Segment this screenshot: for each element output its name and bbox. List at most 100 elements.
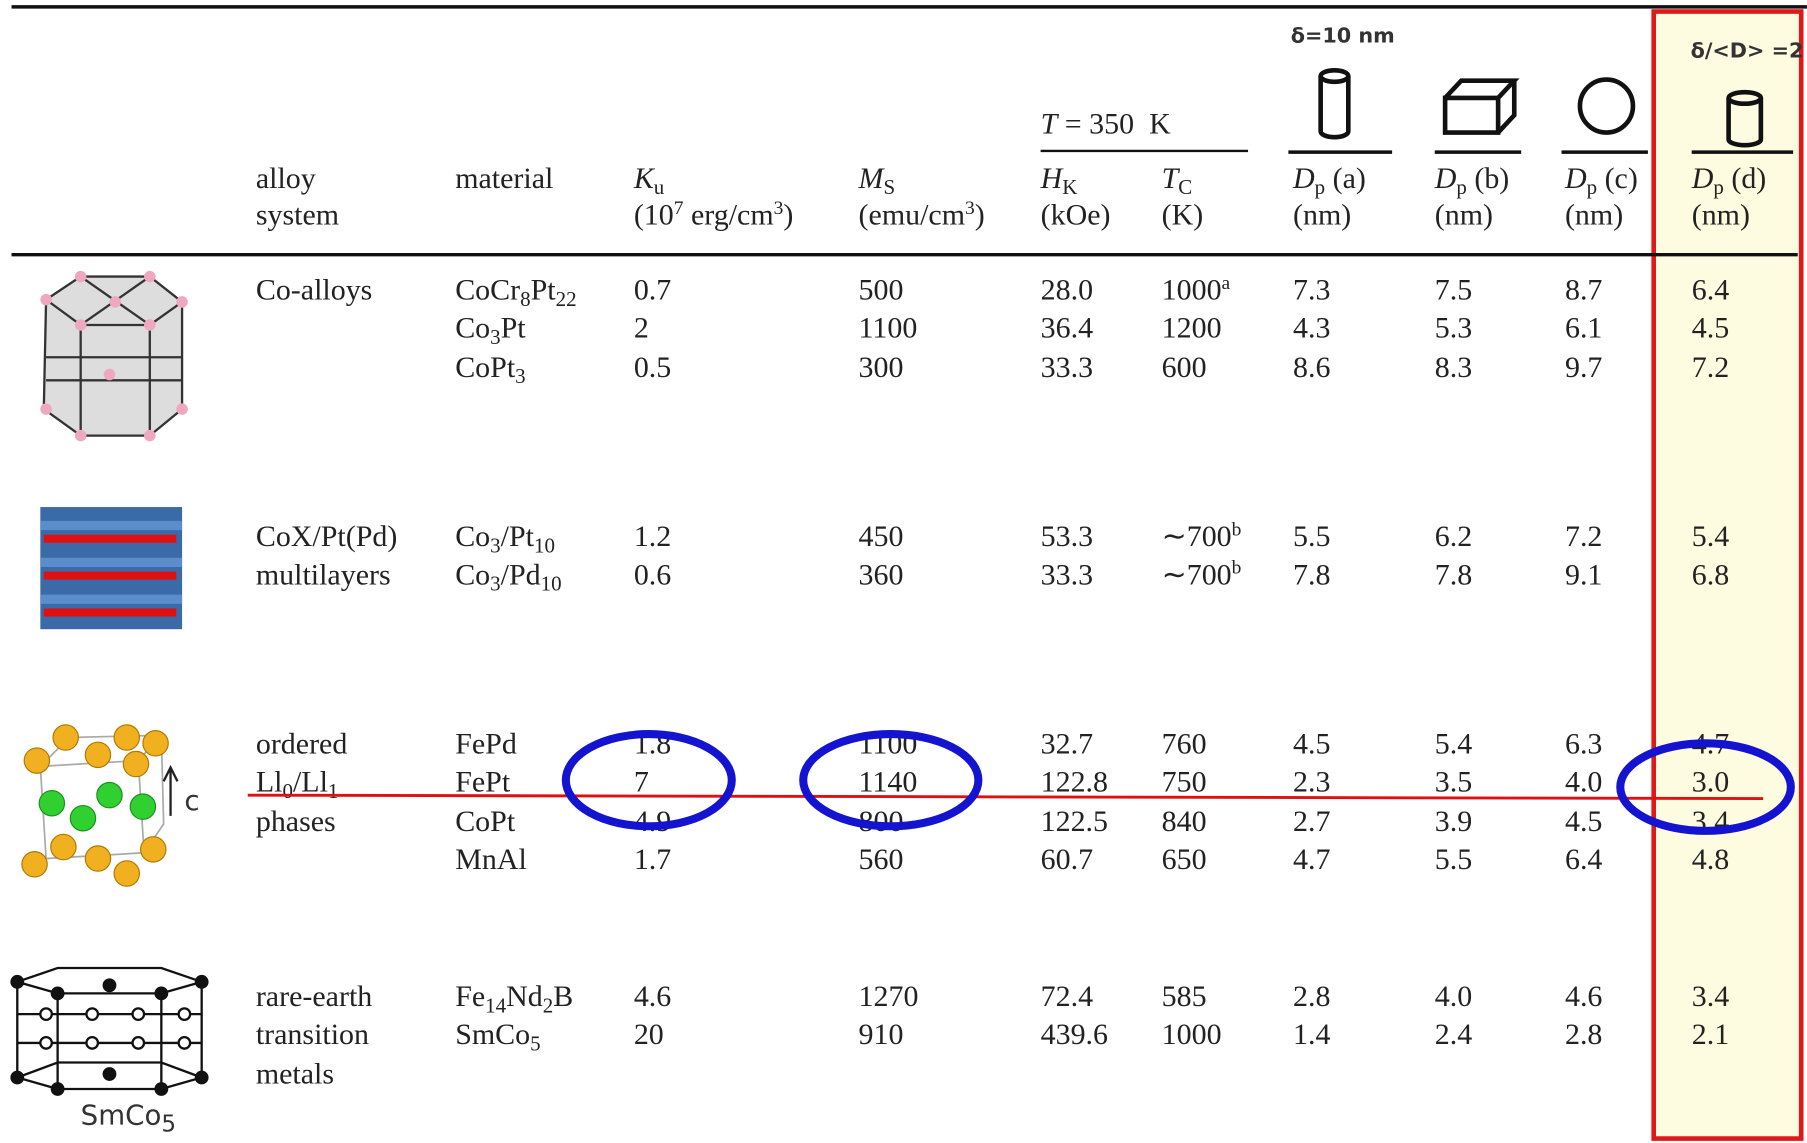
- label-part: p: [1713, 175, 1724, 199]
- alloy-system: Co-alloys: [255, 273, 373, 307]
- cell-value: 7.3: [1292, 273, 1331, 307]
- label-part: D: [1292, 161, 1315, 195]
- cell-value: 2.3: [1292, 765, 1331, 799]
- cell-value: 4.0: [1434, 979, 1473, 1013]
- cell-value: 3.5: [1434, 765, 1473, 799]
- column-header: alloy: [256, 160, 316, 197]
- alloy-system: CoX/Pt(Pd): [255, 519, 398, 554]
- label-part: (d): [1723, 161, 1767, 195]
- cell-value: 439.6: [1040, 1017, 1109, 1052]
- cell-value: 28.0: [1040, 273, 1094, 307]
- cell-value: 0.7: [633, 273, 672, 307]
- subscript: 1: [327, 779, 339, 803]
- cell-value: 4.7: [1691, 727, 1730, 761]
- cell-value: 650: [1161, 842, 1207, 876]
- footnote-mark: a: [1221, 271, 1231, 294]
- highlight-column: [1651, 9, 1804, 1141]
- column-header: material: [455, 160, 553, 197]
- column-header-unit: (nm): [1293, 197, 1351, 234]
- alloy-system: metals: [255, 1056, 335, 1090]
- cell-value: 4.6: [1564, 979, 1603, 1013]
- cell-value: 6.1: [1564, 311, 1603, 345]
- column-header-unit: system: [256, 197, 339, 234]
- hcp-lattice-icon: [40, 270, 188, 442]
- cell-value: 800: [858, 803, 904, 838]
- cell-value: 4.5: [1564, 803, 1603, 838]
- label-part: K: [1062, 175, 1078, 199]
- cell-value: 32.7: [1040, 727, 1094, 761]
- cell-value: 1000: [1161, 273, 1222, 307]
- cell-value: 300: [858, 349, 904, 384]
- cell-value: 0.6: [633, 558, 672, 592]
- cell-value: 840: [1161, 803, 1207, 838]
- cell-value: 2: [633, 311, 649, 345]
- cell-value: 1000: [1161, 1017, 1222, 1052]
- shape-icons: [1318, 67, 1764, 148]
- alloy-system: transition: [255, 1017, 370, 1052]
- label-part: M: [858, 161, 884, 195]
- subscript: 14: [485, 993, 507, 1017]
- footnote-mark: b: [1231, 518, 1242, 541]
- cell-value: 122.5: [1040, 803, 1109, 838]
- material: CoPt: [455, 803, 516, 838]
- cell-value: 3.9: [1434, 803, 1473, 838]
- cell-value: 8.3: [1434, 349, 1473, 384]
- cell-value: 7.2: [1564, 519, 1603, 554]
- label-part: S: [883, 175, 896, 199]
- material: Co3/Pd10: [455, 558, 562, 596]
- label-part: D: [1564, 161, 1587, 195]
- cell-value: 2.8: [1292, 979, 1331, 1013]
- column-header-unit: (K): [1162, 197, 1204, 234]
- subscript: 2: [542, 993, 554, 1017]
- cell-value: ∼700: [1161, 519, 1232, 554]
- label-part: (c): [1597, 161, 1638, 195]
- alloy-system: Ll0/Ll1: [255, 765, 339, 803]
- alloy-system: multilayers: [255, 558, 391, 592]
- cell-value: 33.3: [1040, 558, 1094, 592]
- label-part: p: [1314, 175, 1326, 199]
- label-part: material: [455, 161, 554, 195]
- material: FePt: [455, 765, 511, 799]
- image-label: c: [184, 784, 200, 818]
- cell-value: 9.7: [1564, 349, 1603, 384]
- cell-value: 8.7: [1564, 273, 1603, 307]
- cell-value: 750: [1161, 765, 1207, 799]
- material: CoPt3: [455, 349, 526, 388]
- cell-with-note: ∼700b: [1162, 557, 1242, 594]
- cell-value: 3.4: [1691, 803, 1730, 838]
- label-part: (emu/cm: [858, 198, 966, 232]
- column-header: Ku: [634, 160, 664, 197]
- label-part: = 350 K: [1057, 107, 1171, 141]
- cell-value: 2.8: [1564, 1017, 1603, 1052]
- subscript: 0: [282, 779, 293, 803]
- material: Co3/Pt10: [455, 519, 555, 558]
- label-part: (nm): [1691, 198, 1750, 232]
- cell-value: 4.3: [1292, 311, 1331, 345]
- column-header-unit: (nm): [1435, 197, 1493, 234]
- span-header: T = 350 K: [1041, 106, 1171, 143]
- subscript: 3: [515, 364, 526, 388]
- cell-value: 360: [858, 558, 904, 592]
- cell-value: 1.7: [633, 842, 672, 876]
- cell-value: 8.6: [1292, 349, 1331, 384]
- label-part: T: [1040, 107, 1058, 141]
- cell-value: 4.5: [1292, 727, 1331, 761]
- cell-value: 6.3: [1564, 727, 1603, 761]
- alloy-system: ordered: [255, 727, 348, 761]
- label-part: (K): [1161, 198, 1204, 232]
- cell-value: ∼700: [1161, 558, 1232, 592]
- cell-value: 5.3: [1434, 311, 1473, 345]
- label-part: T: [1161, 161, 1179, 195]
- cell-value: 1270: [858, 979, 919, 1013]
- cell-with-note: ∼700b: [1162, 519, 1242, 556]
- image-label: SmCo5: [80, 1099, 177, 1138]
- column-header-unit: (emu/cm3): [859, 197, 985, 234]
- cell-value: 450: [858, 519, 904, 554]
- cell-value: 4.0: [1564, 765, 1603, 799]
- column-header-unit: (kOe): [1041, 197, 1111, 234]
- material: MnAl: [455, 842, 527, 876]
- column-header-unit: (nm): [1565, 197, 1623, 234]
- cell-value: 1.4: [1292, 1017, 1331, 1052]
